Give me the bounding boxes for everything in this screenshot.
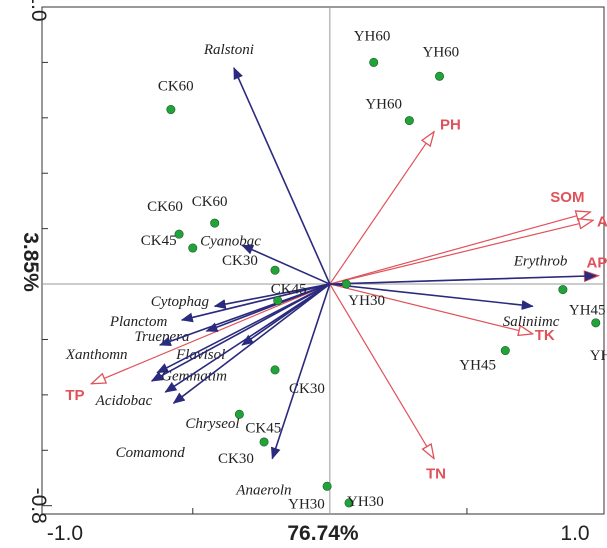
sample-label: CK45 [245, 420, 281, 436]
env-arrow [329, 132, 434, 285]
y-tick-label: 1.0 [27, 0, 50, 22]
sample-label: CK30 [222, 253, 258, 269]
species-arrow [150, 283, 331, 382]
sample-label: YH45 [590, 348, 607, 364]
sample-label: YH60 [365, 97, 402, 113]
sample-point [341, 279, 351, 289]
sample-point [188, 243, 198, 253]
sample-point [369, 57, 379, 67]
env-arrow [91, 283, 331, 384]
env-arrows: PH SOM AK AP TK TN TP [65, 117, 607, 483]
species-label: Erythrob [513, 254, 568, 270]
sample-label: CK60 [147, 199, 183, 215]
species-label: Chryseol [185, 416, 239, 432]
species-arrow [233, 67, 331, 285]
sample-point [166, 105, 176, 115]
species-label: Gemmatim [161, 369, 227, 385]
species-label: Xanthomn [65, 347, 128, 363]
sample-point [270, 365, 280, 375]
env-arrow [329, 283, 434, 459]
species-label: Cytophag [151, 294, 210, 310]
env-label: TP [65, 387, 84, 404]
sample-label: CK60 [192, 194, 228, 210]
species-label: Cyanobac [200, 233, 261, 249]
y-tick-label: -0.8 [27, 488, 50, 524]
sample-point [435, 71, 445, 81]
sample-point [234, 409, 244, 419]
sample-label: CK45 [141, 233, 177, 249]
env-arrow [329, 220, 593, 285]
species-arrows: Ralstoni Cyanobac Erythrob Saliniimc Cytopha… [65, 42, 597, 499]
sample-label: CK45 [271, 282, 307, 298]
plot-frame [41, 6, 605, 515]
species-label: Saliniimc [503, 314, 560, 330]
axes-layer: 1.0 -0.8-1.0 1.0 [27, 0, 604, 545]
env-label: SOM [550, 189, 584, 206]
sample-point [174, 229, 184, 239]
species-arrow [180, 283, 331, 323]
sample-label: YH60 [423, 44, 460, 60]
x-axis-title: 76.74% [287, 522, 359, 545]
sample-label: YH30 [347, 494, 384, 510]
sample-point [404, 116, 414, 126]
sample-label: CK30 [218, 451, 254, 467]
species-arrow [270, 283, 331, 460]
sample-point [322, 481, 332, 491]
sample-point [210, 218, 220, 228]
sample-label: YH30 [348, 293, 385, 309]
env-label: TN [426, 466, 446, 483]
x-tick-label: 1.0 [560, 522, 589, 545]
species-label: Acidobac [95, 393, 153, 409]
env-arrow [329, 283, 533, 334]
species-arrow [172, 283, 331, 404]
species-arrow [158, 283, 331, 346]
env-label: TK [535, 327, 555, 344]
sample-point [558, 285, 568, 295]
sample-label: CK30 [289, 381, 325, 397]
x-tick-label: -1.0 [47, 522, 83, 545]
sample-point [273, 296, 283, 306]
species-label: Comamond [116, 445, 186, 461]
species-arrow [213, 283, 331, 310]
sample-label: YH45 [569, 303, 606, 319]
sample-point [270, 265, 280, 275]
species-label: Ralstoni [203, 42, 254, 58]
sample-point [344, 498, 354, 508]
species-label: Planctom [109, 314, 168, 330]
species-label: Anaeroln [235, 483, 291, 499]
env-label: AK [597, 213, 607, 230]
env-arrow [329, 212, 590, 285]
sample-point [259, 437, 269, 447]
sample-points: YH60 YH60 YH60 CK60 CK60 CK60 CK45 CK30 CK45 YH30… [141, 28, 607, 512]
sample-point [591, 318, 601, 328]
sample-label: CK60 [158, 79, 194, 95]
sample-label: YH60 [354, 28, 391, 44]
y-axis-title: 3.85% [19, 232, 42, 292]
sample-point [500, 346, 510, 356]
env-label: AP [587, 255, 607, 272]
species-arrow [164, 283, 331, 393]
sample-label: YH45 [459, 358, 496, 374]
env-label: PH [440, 117, 461, 134]
species-arrow [241, 244, 331, 285]
sample-label: YH30 [288, 496, 325, 512]
species-arrow [329, 271, 597, 285]
species-arrow [329, 283, 534, 310]
